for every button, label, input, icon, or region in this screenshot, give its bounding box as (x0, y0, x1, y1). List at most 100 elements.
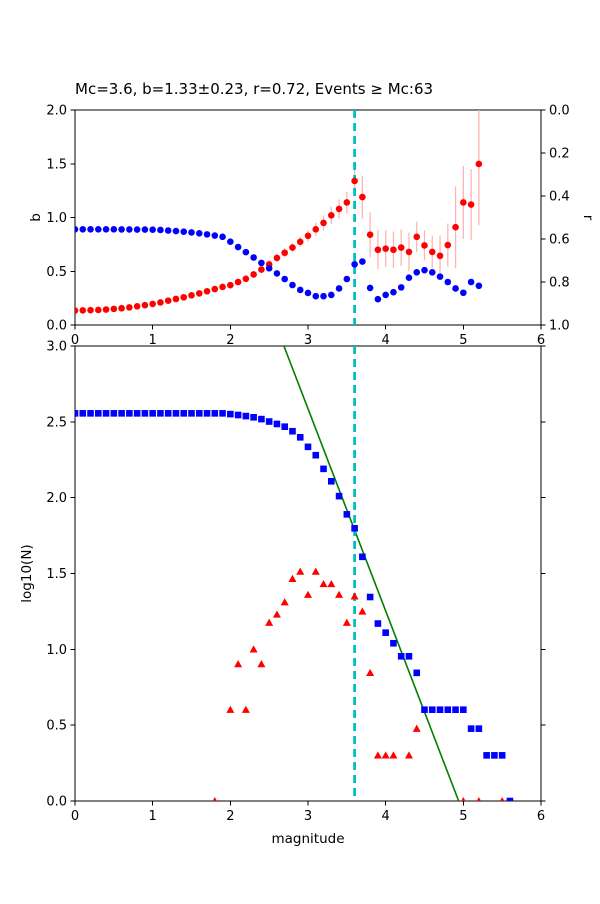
bottom-x-tick-label: 1 (149, 809, 157, 824)
r-point (328, 212, 335, 219)
r-point (296, 238, 304, 246)
r-point (405, 248, 413, 256)
top-x-tick-label: 6 (537, 333, 545, 348)
cumulative-square (265, 418, 273, 425)
cumulative-square (475, 725, 483, 732)
b-point (149, 226, 156, 233)
top-x-tick-label: 5 (459, 333, 467, 348)
bottom-plot (75, 346, 514, 801)
b-point (234, 243, 242, 251)
b-point (258, 259, 265, 267)
b-point (95, 226, 102, 233)
r-point (374, 246, 382, 254)
r-point (126, 304, 133, 311)
cumulative-square (242, 412, 250, 420)
noncumulative-points (212, 567, 505, 801)
cumulative-square (79, 410, 87, 417)
noncumulative-triangle (476, 797, 482, 801)
b-point (126, 226, 133, 233)
cumulative-square (483, 752, 490, 759)
bottom-yleft-tick-label: 0.5 (46, 719, 67, 734)
r-point (436, 252, 444, 260)
top-yleft-tick-label: 0.0 (46, 319, 67, 334)
noncumulative-triangle (327, 579, 336, 588)
r-point (172, 295, 180, 303)
bottom-x-tick-label: 5 (459, 809, 467, 824)
r-point (382, 245, 389, 252)
noncumulative-triangle (350, 592, 359, 600)
noncumulative-triangle (499, 797, 505, 801)
r-point (351, 177, 358, 185)
noncumulative-triangle (226, 705, 235, 713)
b-point (351, 260, 358, 268)
cumulative-square (304, 443, 312, 451)
cumulative-square (149, 410, 156, 417)
r-point (180, 293, 188, 301)
noncumulative-triangle (265, 618, 274, 626)
cumulative-square (87, 410, 94, 417)
b-point (436, 273, 444, 280)
cumulative-square (250, 413, 257, 421)
cumulative-square (172, 410, 180, 417)
b-point (374, 295, 382, 303)
cumulative-square (211, 410, 219, 417)
r-point (188, 292, 195, 299)
cumulative-square (118, 410, 125, 417)
cumulative-square (258, 415, 265, 423)
cumulative-square (382, 629, 389, 636)
cumulative-square (203, 410, 211, 417)
cumulative-square (180, 410, 188, 417)
cumulative-points (75, 410, 514, 801)
r-point (335, 205, 343, 213)
b-point (118, 226, 125, 233)
cumulative-square (498, 752, 506, 759)
top-plot (75, 110, 483, 325)
r-point (164, 297, 172, 305)
top-x-tick-label: 1 (149, 333, 157, 348)
b-point (180, 228, 188, 235)
bottom-yleft-tick-label: 2.0 (46, 491, 67, 506)
noncumulative-triangle (304, 590, 312, 598)
top-yleft-tick-label: 1.0 (46, 211, 67, 226)
r-point (304, 232, 312, 240)
gr-fit-line (283, 346, 460, 801)
b-point (102, 226, 110, 233)
noncumulative-triangle (404, 751, 413, 759)
b-series-points (75, 226, 483, 303)
b-point (164, 227, 172, 234)
cumulative-square (110, 410, 118, 417)
r-point (359, 193, 366, 201)
top-yright-tick-label: 0.4 (549, 190, 570, 205)
cumulative-square (405, 653, 413, 660)
top-ylabel-right-r: r (580, 215, 596, 221)
noncumulative-triangle (296, 567, 305, 575)
bottom-x-tick-label: 2 (226, 809, 234, 824)
top-ylabel-left-b: b (28, 213, 44, 222)
b-point (242, 248, 250, 256)
b-point (390, 288, 397, 296)
r-point (312, 226, 320, 233)
bottom-x-tick-label: 4 (382, 809, 390, 824)
r-point (234, 278, 242, 286)
b-point (366, 284, 374, 292)
r-point (273, 254, 281, 262)
r-point (219, 283, 226, 291)
cumulative-square (436, 706, 444, 713)
b-point (475, 282, 483, 290)
bottom-x-tick-label: 3 (304, 809, 312, 824)
bottom-x-tick-label: 0 (71, 809, 79, 824)
top-x-tick-label: 0 (71, 333, 79, 348)
r-point (157, 299, 164, 306)
r-point (250, 271, 257, 278)
cumulative-square (421, 706, 428, 713)
cumulative-square (164, 410, 172, 417)
top-yright-tick-label: 0.6 (549, 233, 570, 248)
r-point (444, 241, 452, 249)
cumulative-square (320, 465, 327, 473)
b-point (312, 292, 320, 300)
b-point (265, 264, 273, 272)
cumulative-square (413, 669, 421, 677)
b-point (452, 285, 459, 292)
noncumulative-triangle (461, 797, 466, 801)
